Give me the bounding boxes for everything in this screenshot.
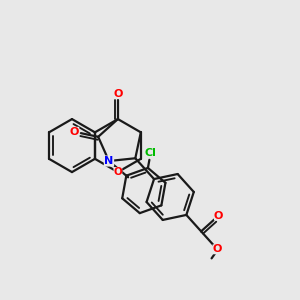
Text: O: O — [113, 89, 123, 99]
Text: Cl: Cl — [145, 148, 157, 158]
Text: O: O — [213, 244, 222, 254]
Text: O: O — [214, 211, 223, 220]
Text: N: N — [104, 156, 114, 166]
Text: O: O — [113, 167, 122, 177]
Text: O: O — [70, 127, 79, 137]
